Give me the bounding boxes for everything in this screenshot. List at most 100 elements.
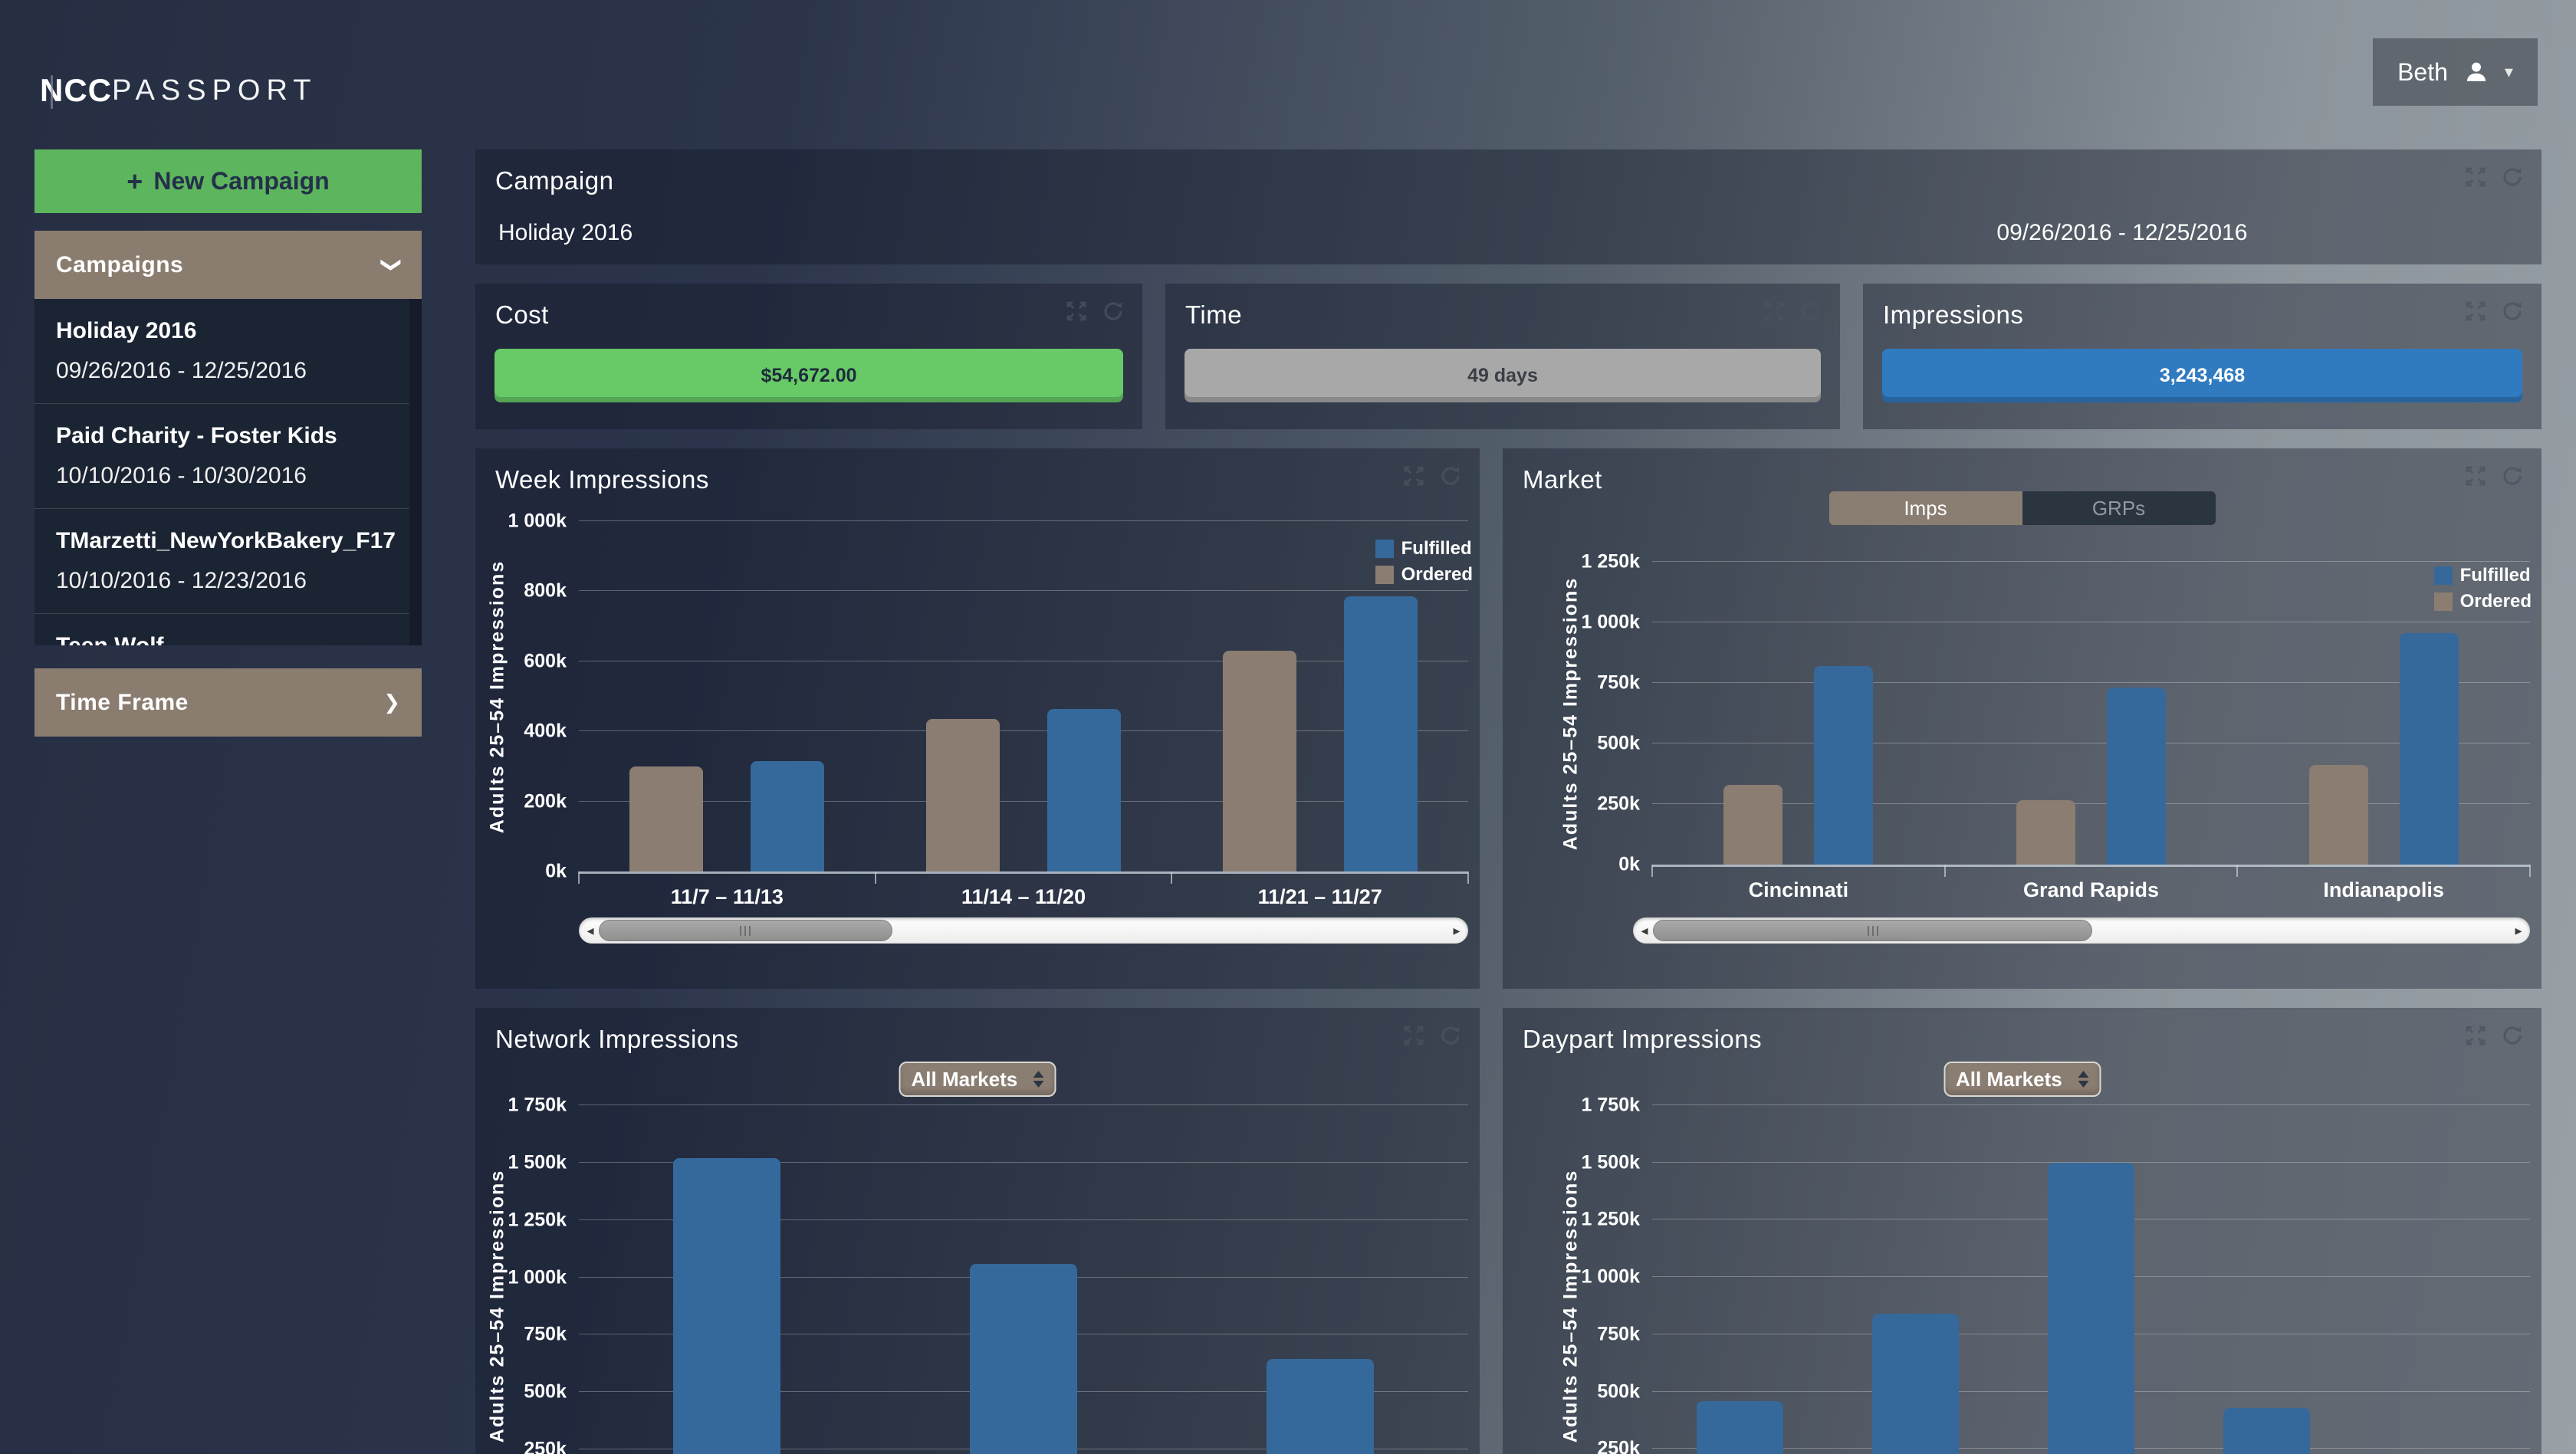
scroll-left-arrow[interactable]: ◂: [586, 922, 594, 938]
x-axis-category-label: Grand Rapids: [2022, 878, 2160, 901]
chart-horizontal-scrollbar[interactable]: ◂ ▸: [579, 917, 1468, 944]
market-panel: Market Imps GRPs 0k 250k 500k 750k 1 000k 1 2…: [1503, 448, 2542, 989]
campaign-list: Holiday 2016 09/26/2016 - 12/25/2016 Pai…: [34, 299, 422, 645]
select-stepper-icon: [2078, 1071, 2088, 1088]
y-axis-tick-label: 1 000k: [508, 1266, 567, 1288]
panel-title: Impressions: [1883, 300, 2024, 329]
campaign-name: Holiday 2016: [56, 318, 197, 343]
refresh-icon[interactable]: [2500, 1023, 2525, 1048]
toggle-imps-button[interactable]: Imps: [1829, 491, 2022, 525]
panel-actions: [1401, 1023, 1463, 1048]
x-axis-tick: [578, 871, 580, 884]
expand-icon[interactable]: [2463, 165, 2488, 189]
scroll-right-arrow[interactable]: ▸: [2515, 922, 2522, 938]
toggle-grps-button[interactable]: GRPs: [2022, 491, 2216, 525]
y-axis-tick-label: 500k: [524, 1380, 567, 1403]
legend-item-fulfilled[interactable]: Fulfilled: [2433, 565, 2532, 586]
gridline: [579, 590, 1468, 592]
refresh-icon[interactable]: [1438, 464, 1463, 488]
gridline: [1652, 803, 2530, 804]
daypart-impressions-panel: Daypart Impressions All Markets 250k 500k…: [1503, 1008, 2542, 1454]
x-axis-tick: [874, 871, 876, 884]
legend-swatch: [1375, 566, 1394, 584]
legend-item-ordered[interactable]: Ordered: [2433, 591, 2532, 612]
logo-divider: [51, 75, 53, 109]
sidebar-section-campaigns[interactable]: Campaigns ❯: [34, 231, 422, 299]
bar-fulfilled-1: [2107, 688, 2166, 865]
expand-icon[interactable]: [2463, 299, 2488, 323]
y-axis-tick-label: 1 000k: [1581, 611, 1640, 633]
sidebar-section-timeframe[interactable]: Time Frame ❯: [34, 668, 422, 737]
panel-actions: [2463, 464, 2525, 488]
refresh-icon[interactable]: [2500, 165, 2525, 189]
campaign-name: Teen Wolf: [56, 632, 400, 645]
expand-icon[interactable]: [2463, 464, 2488, 488]
expand-icon[interactable]: [1064, 299, 1089, 323]
campaign-name-value: Holiday 2016: [498, 220, 633, 245]
legend-item-fulfilled[interactable]: Fulfilled: [1375, 538, 1473, 560]
refresh-icon[interactable]: [1438, 1023, 1463, 1048]
selected-market-value: All Markets: [911, 1067, 1018, 1091]
y-axis-tick-label: 750k: [1597, 671, 1640, 694]
expand-icon[interactable]: [1401, 1023, 1426, 1048]
campaign-list-item[interactable]: TMarzetti_NewYorkBakery_F17 10/10/2016 -…: [34, 508, 422, 613]
y-axis-tick-label: 750k: [1597, 1323, 1640, 1345]
campaign-dates: 10/10/2016 - 10/30/2016: [56, 463, 307, 488]
daypart-impressions-chart: 250k 500k 750k 1 000k 1 250k 1 500k 1 750k Adul…: [1560, 1095, 2530, 1454]
bar-value-2: [1266, 1358, 1374, 1454]
chart-horizontal-scrollbar[interactable]: ◂ ▸: [1633, 917, 2530, 944]
list-scrollbar[interactable]: [409, 299, 422, 645]
gridline: [579, 1104, 1468, 1105]
y-axis-tick-label: 1 750k: [1581, 1094, 1640, 1116]
select-stepper-icon: [1033, 1071, 1044, 1088]
x-axis-tick: [1467, 871, 1469, 884]
gridline: [579, 730, 1468, 732]
panel-title: Cost: [495, 300, 549, 329]
scrollbar-thumb[interactable]: [1653, 920, 2093, 941]
y-axis-tick-label: 500k: [1597, 1380, 1640, 1403]
week-impressions-chart: 0k 200k 400k 600k 800k 1 000k 11/7 – 11/13 11/1…: [487, 510, 1474, 909]
market-filter-select[interactable]: All Markets: [899, 1062, 1056, 1097]
scrollbar-thumb[interactable]: [599, 920, 892, 941]
y-axis-tick-label: 1 500k: [508, 1151, 567, 1173]
expand-icon[interactable]: [1762, 299, 1786, 323]
x-axis-tick: [2236, 865, 2239, 877]
refresh-icon[interactable]: [1101, 299, 1125, 323]
time-panel: Time 49 days: [1165, 284, 1840, 429]
refresh-icon[interactable]: [2500, 299, 2525, 323]
y-axis-tick-label: 1 500k: [1581, 1151, 1640, 1173]
user-menu-button[interactable]: Beth ▾: [2373, 38, 2538, 106]
gridline: [579, 1219, 1468, 1220]
expand-icon[interactable]: [1401, 464, 1426, 488]
panel-actions: [1762, 299, 1823, 323]
y-axis-tick-label: 1 250k: [1581, 550, 1640, 573]
new-campaign-label: New Campaign: [153, 167, 330, 195]
campaign-list-item[interactable]: Teen Wolf: [34, 613, 422, 645]
bar-value-0: [673, 1157, 781, 1454]
y-axis-tick-label: 250k: [524, 1438, 567, 1454]
campaign-list-item[interactable]: Paid Charity - Foster Kids 10/10/2016 - …: [34, 403, 422, 508]
scroll-left-arrow[interactable]: ◂: [1641, 922, 1648, 938]
scroll-right-arrow[interactable]: ▸: [1453, 922, 1460, 938]
y-axis-tick-label: 0k: [1618, 853, 1640, 875]
person-icon: [2466, 62, 2486, 82]
legend-swatch: [2433, 592, 2453, 611]
legend-item-ordered[interactable]: Ordered: [1375, 564, 1473, 586]
cost-panel: Cost $54,672.00: [475, 284, 1142, 429]
y-axis-title-text: Adults 25–54 Impressions: [486, 1169, 508, 1443]
market-filter-select[interactable]: All Markets: [1944, 1062, 2101, 1097]
panel-title: Network Impressions: [495, 1025, 739, 1053]
sidebar: + New Campaign Campaigns ❯ Holiday 2016 …: [34, 149, 422, 737]
expand-icon[interactable]: [2463, 1023, 2488, 1048]
imps-grps-toggle: Imps GRPs: [1829, 491, 2216, 525]
refresh-icon[interactable]: [2500, 464, 2525, 488]
refresh-icon[interactable]: [1799, 299, 1823, 323]
y-axis-tick-label: 250k: [1597, 793, 1640, 815]
chevron-right-icon: ❯: [383, 691, 400, 714]
campaign-list-item[interactable]: Holiday 2016 09/26/2016 - 12/25/2016: [34, 299, 422, 403]
y-axis-tick-label: 250k: [1597, 1437, 1640, 1454]
bar-fulfilled-0: [751, 761, 825, 871]
x-axis-tick: [1944, 865, 1946, 877]
new-campaign-button[interactable]: + New Campaign: [34, 149, 422, 213]
